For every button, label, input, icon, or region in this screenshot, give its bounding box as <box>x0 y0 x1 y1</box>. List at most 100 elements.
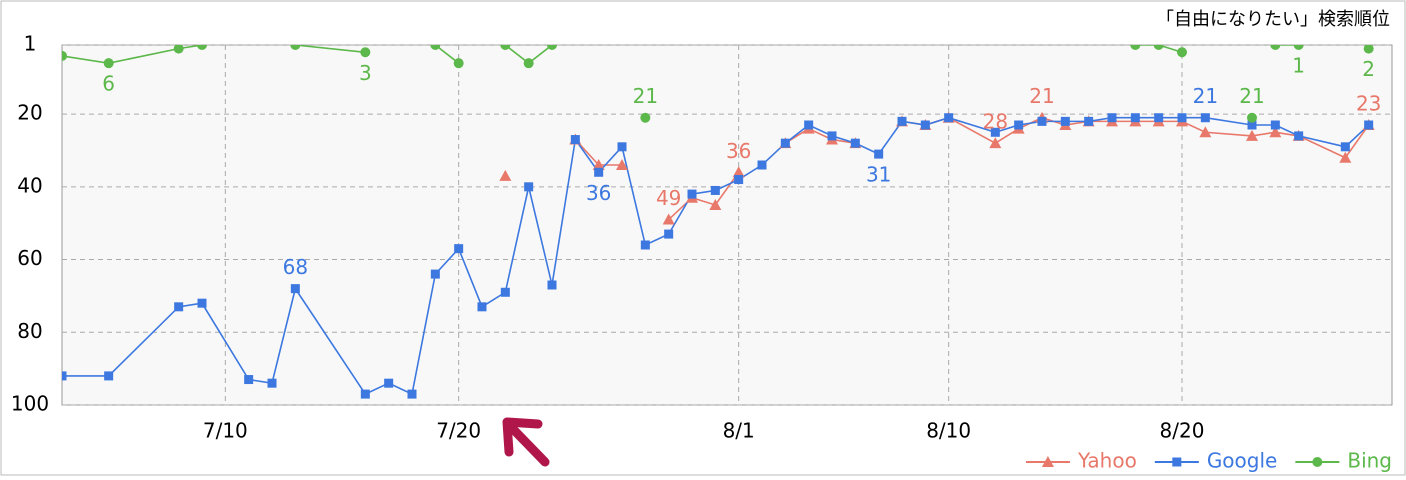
data-point <box>197 298 207 308</box>
x-tick-label: 7/10 <box>203 419 248 443</box>
data-point <box>1199 126 1212 138</box>
data-point <box>1247 120 1257 130</box>
data-point <box>640 240 650 250</box>
data-point <box>874 149 884 159</box>
data-point <box>617 142 627 152</box>
data-point <box>616 159 628 170</box>
data-point <box>1294 131 1304 141</box>
data-point <box>1060 116 1070 126</box>
annotation-arrow <box>502 417 550 467</box>
data-label: 21 <box>1239 84 1264 108</box>
legend-label: Yahoo <box>1077 449 1137 473</box>
data-point <box>454 244 464 254</box>
data-point <box>687 189 697 199</box>
legend-marker <box>1172 457 1182 467</box>
data-point <box>732 166 745 178</box>
data-point <box>407 389 417 399</box>
data-label: 68 <box>283 255 308 279</box>
data-point <box>664 229 674 239</box>
legend-label: Google <box>1207 449 1278 473</box>
data-label: 36 <box>726 139 751 163</box>
y-tick-label: 1 <box>24 32 37 56</box>
data-point <box>734 175 744 185</box>
data-point <box>104 371 114 381</box>
data-point <box>1340 142 1350 152</box>
plot-area <box>61 44 1393 406</box>
data-point <box>1363 45 1374 54</box>
data-point <box>453 58 464 69</box>
data-point <box>290 284 300 294</box>
chart-title: 「自由になりたい」検索順位 <box>1156 9 1390 30</box>
data-point <box>1177 47 1187 58</box>
data-point <box>990 127 1000 137</box>
data-point <box>523 58 534 69</box>
data-point <box>850 138 860 148</box>
data-label: 28 <box>983 110 1008 134</box>
y-tick-label: 100 <box>11 392 49 416</box>
data-point <box>174 302 184 312</box>
data-label: 21 <box>1029 84 1054 108</box>
data-point <box>477 302 487 312</box>
data-point <box>103 58 114 69</box>
data-point <box>197 45 207 50</box>
data-point <box>1084 116 1094 126</box>
data-point <box>827 131 837 141</box>
data-point <box>710 185 720 195</box>
data-point <box>1014 120 1024 130</box>
data-point <box>267 378 277 388</box>
data-point <box>1339 151 1352 163</box>
data-point <box>360 389 370 399</box>
data-point <box>1364 120 1374 130</box>
data-point <box>1153 45 1164 50</box>
data-point <box>662 213 675 225</box>
data-point <box>524 182 534 192</box>
data-point <box>1177 113 1187 123</box>
data-point <box>290 45 301 50</box>
x-tick-label: 8/20 <box>1160 419 1205 443</box>
data-point <box>62 50 67 61</box>
data-point <box>640 112 651 123</box>
data-point <box>1269 126 1282 138</box>
data-point <box>1200 113 1210 123</box>
data-point <box>500 287 510 297</box>
data-point <box>499 169 512 181</box>
data-label: 36 <box>586 181 611 205</box>
legend-marker <box>1041 456 1054 467</box>
data-point <box>547 280 557 290</box>
y-tick-label: 20 <box>17 101 42 125</box>
data-point <box>1293 45 1304 50</box>
data-point <box>360 47 371 58</box>
data-point <box>989 137 1002 149</box>
y-tick-label: 80 <box>17 319 42 343</box>
data-point <box>1130 45 1141 50</box>
data-point <box>1246 129 1258 141</box>
data-label: 3 <box>359 61 372 85</box>
y-tick-label: 60 <box>17 246 42 270</box>
data-point <box>897 116 907 126</box>
data-label: 21 <box>1193 84 1218 108</box>
y-tick-label: 40 <box>17 173 42 197</box>
data-point <box>592 159 605 170</box>
data-point <box>500 45 511 50</box>
data-point <box>173 45 184 54</box>
data-point <box>944 113 954 123</box>
data-point <box>430 269 440 279</box>
legend-marker <box>1312 457 1323 467</box>
x-tick-label: 8/10 <box>926 419 971 443</box>
x-tick-label: 7/20 <box>436 419 481 443</box>
data-point <box>780 138 790 148</box>
legend-label: Bing <box>1347 449 1392 473</box>
data-label: 23 <box>1356 92 1381 116</box>
data-point <box>547 45 557 50</box>
data-point <box>430 45 441 50</box>
data-label: 49 <box>656 186 681 210</box>
data-point <box>709 199 722 210</box>
data-point <box>570 135 580 145</box>
data-label: 6 <box>102 72 115 96</box>
data-point <box>804 120 814 130</box>
data-point <box>244 375 254 385</box>
data-label: 31 <box>866 163 891 187</box>
x-tick-label: 8/1 <box>723 419 755 443</box>
data-point <box>1037 116 1047 126</box>
